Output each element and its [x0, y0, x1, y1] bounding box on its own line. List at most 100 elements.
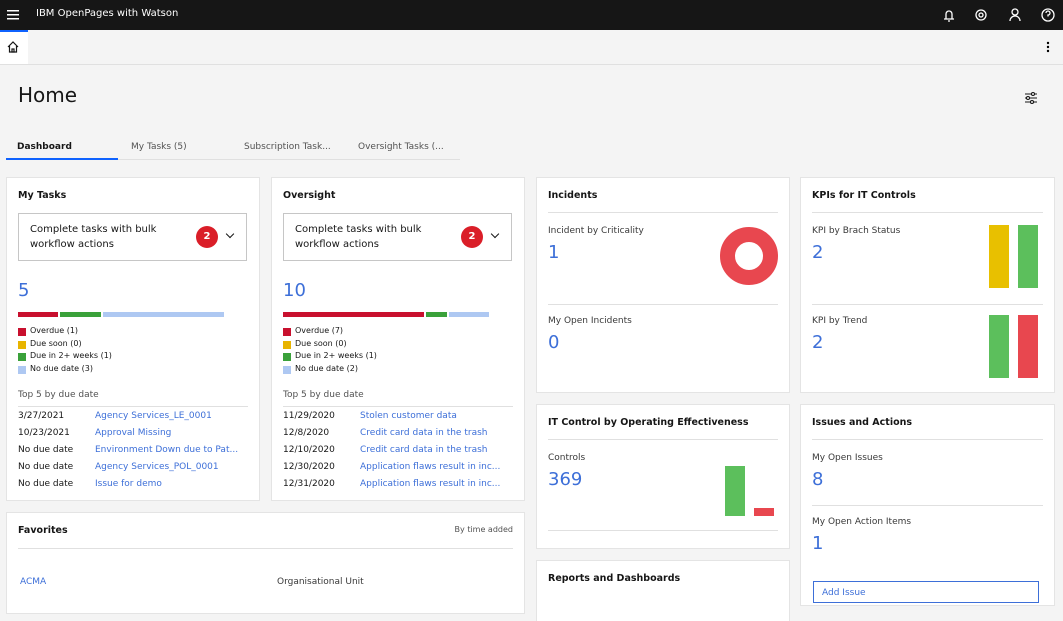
task-link[interactable]: Agency Services_LE_0001	[95, 411, 212, 421]
legend-label: Due in 2+ weeks (1)	[295, 351, 377, 360]
overflow-menu[interactable]	[1044, 40, 1052, 54]
add-issue-button[interactable]: Add Issue	[813, 581, 1039, 603]
legend-label: Due soon (0)	[30, 338, 82, 348]
bulk-actions[interactable]: Complete tasks with bulk workflow action…	[283, 213, 512, 261]
legend-swatch	[283, 328, 291, 336]
notifications-icon[interactable]	[944, 10, 954, 22]
task-link[interactable]: Issue for demo	[95, 479, 162, 489]
task-link[interactable]: Application flaws result in inc...	[360, 479, 501, 489]
task-link[interactable]: Application flaws result in inc...	[360, 462, 501, 472]
due-date: 3/27/2021	[18, 411, 65, 421]
badge: 2	[196, 226, 218, 248]
metric-label: Controls	[548, 453, 586, 463]
card: Oversight Complete tasks with bulk workfl…	[272, 178, 524, 500]
bulk-actions[interactable]: Complete tasks with bulk workflow action…	[18, 213, 247, 261]
card: IT Control by Operating Effectiveness Con…	[537, 405, 789, 548]
tabs: Dashboard My Tasks (5) Subscription Task..…	[6, 136, 460, 160]
metric-value[interactable]: 369	[548, 469, 583, 490]
divider	[18, 548, 513, 549]
metric-label: Incident by Criticality	[548, 226, 644, 236]
divider	[548, 439, 778, 440]
help-icon[interactable]	[1041, 8, 1055, 22]
task-total: 10	[283, 280, 306, 301]
legend-label: Overdue (1)	[30, 326, 79, 335]
card-title: Incidents	[548, 190, 598, 201]
legend-label: No due date (3)	[30, 363, 93, 373]
section-label: Top 5 by due date	[18, 390, 99, 400]
task-link[interactable]: Agency Services_POL_0001	[95, 462, 219, 472]
metric-value[interactable]: 1	[812, 533, 824, 554]
due-date: No due date	[18, 479, 74, 489]
card: KPIs for IT Controls KPI by Brach Status 2…	[801, 178, 1054, 392]
chart-bar	[754, 507, 774, 516]
task-total: 5	[18, 280, 30, 301]
product-name: IBM OpenPages with Watson	[36, 8, 179, 19]
home-tab[interactable]	[0, 30, 28, 64]
section-label: Top 5 by due date	[283, 390, 364, 400]
divider	[812, 439, 1043, 440]
task-link[interactable]: Environment Down due to Pat...	[95, 445, 239, 455]
status-bar-segment	[448, 312, 489, 317]
legend-label: No due date (2)	[295, 363, 358, 373]
chart-bar	[725, 466, 745, 516]
card-title: Reports and Dashboards	[548, 573, 681, 584]
sort-label[interactable]: By time added	[454, 525, 513, 534]
metric-value[interactable]: 0	[548, 332, 560, 353]
card: Favorites By time added ACMA Organisational…	[7, 513, 524, 613]
task-link[interactable]: Approval Missing	[95, 428, 172, 438]
status-bar-segment	[60, 312, 101, 317]
card: My Tasks Complete tasks with bulk workflo…	[7, 178, 259, 500]
metric-value[interactable]: 2	[812, 332, 824, 353]
task-link[interactable]: Credit card data in the trash	[360, 428, 488, 438]
legend-swatch	[283, 365, 291, 374]
due-date: No due date	[18, 445, 74, 455]
divider	[548, 530, 778, 531]
nav-bar	[0, 30, 1063, 65]
due-date: 11/29/2020	[283, 411, 335, 421]
card-title: My Tasks	[18, 190, 67, 201]
chart-bar	[1018, 315, 1038, 378]
metric-label: My Open Issues	[812, 453, 883, 463]
metric-value[interactable]: 8	[812, 469, 824, 490]
metric-value[interactable]: 2	[812, 242, 824, 263]
task-link[interactable]: Stolen customer data	[360, 411, 457, 421]
menu-icon[interactable]	[6, 8, 20, 22]
metric-label: KPI by Trend	[812, 316, 868, 326]
legend-label: Due soon (0)	[295, 338, 347, 348]
card-title: Issues and Actions	[812, 417, 913, 428]
tab[interactable]: Dashboard	[6, 136, 118, 160]
user-icon[interactable]	[1011, 8, 1019, 16]
tab[interactable]: Subscription Task...	[244, 142, 331, 152]
settings-icon[interactable]	[975, 9, 987, 21]
divider	[548, 304, 778, 305]
header-icons	[944, 8, 1055, 22]
top-bar: IBM OpenPages with Watson	[0, 0, 1063, 30]
card: Reports and Dashboards	[537, 561, 789, 621]
legend-swatch	[283, 353, 291, 361]
legend-swatch	[283, 340, 291, 349]
card-title: Favorites	[18, 525, 68, 536]
card: Issues and Actions My Open Issues 8 My Open…	[801, 405, 1054, 605]
status-bar-segment	[102, 312, 224, 317]
task-link[interactable]: Credit card data in the trash	[360, 445, 488, 455]
legend-swatch	[18, 353, 26, 361]
divider	[283, 406, 513, 407]
legend-swatch	[18, 340, 26, 349]
legend-swatch	[18, 365, 26, 374]
customize-icon[interactable]	[1024, 91, 1038, 105]
card-title: IT Control by Operating Effectiveness	[548, 417, 749, 428]
chevron	[225, 229, 235, 239]
tab[interactable]: My Tasks (5)	[131, 142, 187, 152]
status-bar-segment	[426, 312, 447, 317]
page-title: Home	[18, 83, 78, 107]
donut-slice	[720, 227, 778, 285]
status-bar-segment	[18, 312, 59, 317]
legend-label: Due in 2+ weeks (1)	[30, 351, 112, 360]
metric-value[interactable]: 1	[548, 242, 560, 263]
metric-label: My Open Incidents	[548, 316, 632, 326]
favorite-link[interactable]: ACMA	[20, 577, 47, 587]
tab[interactable]: Oversight Tasks (...	[358, 142, 444, 152]
card: Incidents Incident by Criticality 1 My Open…	[537, 178, 789, 392]
divider	[548, 212, 778, 213]
